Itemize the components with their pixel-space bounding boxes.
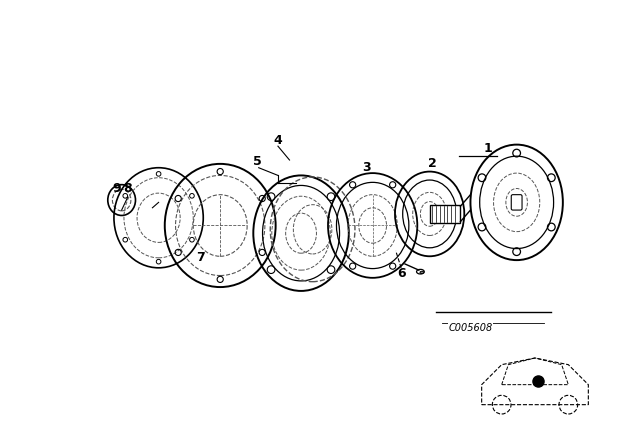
- Text: 1: 1: [484, 142, 493, 155]
- Text: 9: 9: [112, 182, 120, 195]
- Ellipse shape: [420, 271, 424, 274]
- Text: 7: 7: [196, 251, 205, 264]
- Text: 3: 3: [362, 161, 371, 174]
- Text: 5: 5: [253, 155, 262, 168]
- Text: 6: 6: [397, 267, 406, 280]
- Text: 4: 4: [273, 134, 282, 147]
- Text: 2: 2: [428, 157, 436, 170]
- FancyBboxPatch shape: [511, 195, 522, 210]
- Text: C005608: C005608: [449, 323, 493, 333]
- Text: 8: 8: [124, 182, 132, 195]
- Bar: [429, 205, 460, 223]
